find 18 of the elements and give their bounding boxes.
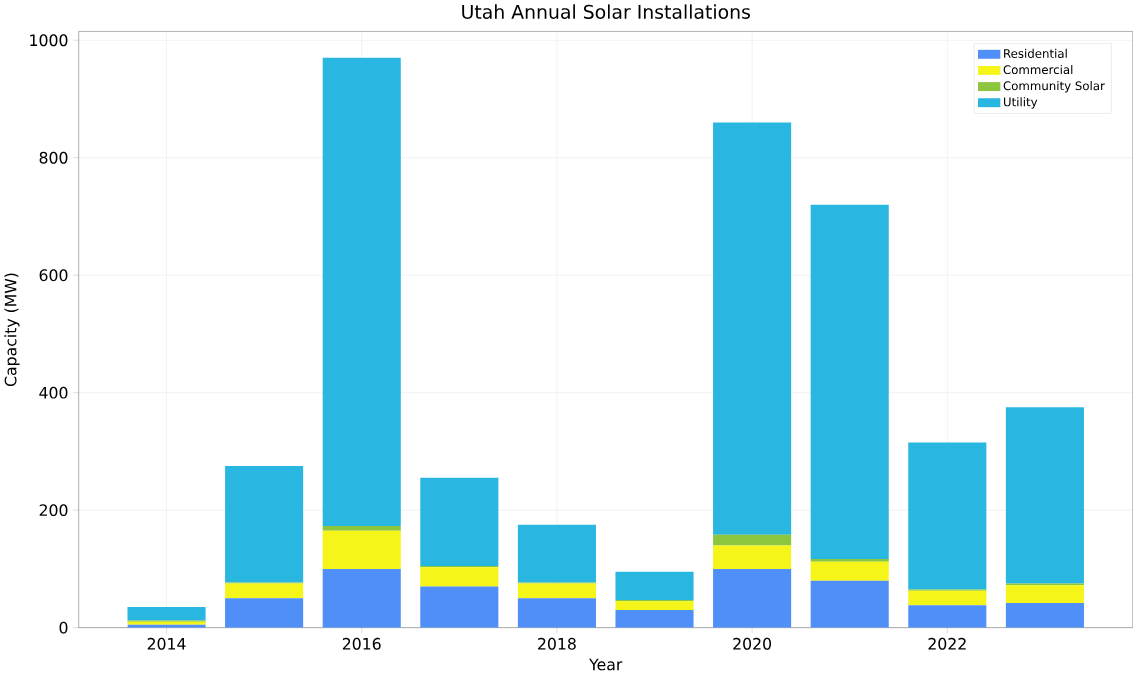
- y-tick-label: 1000: [30, 34, 68, 47]
- y-tick-label: 800: [39, 151, 68, 164]
- x-tick-label: 2014: [147, 637, 186, 650]
- x-tick-label: 2018: [538, 637, 576, 650]
- x-tick-label: 2020: [733, 637, 772, 650]
- y-tick-label: 400: [39, 386, 68, 399]
- legend-label: Residential: [1004, 48, 1067, 59]
- x-tick-label: 2022: [928, 637, 966, 650]
- y-tick-label: 0: [59, 621, 68, 634]
- x-tick-label: 2016: [342, 637, 381, 650]
- legend-label: Community Solar: [1003, 81, 1105, 93]
- legend-label: Utility: [1004, 97, 1038, 109]
- legend-label: Commercial: [1003, 65, 1073, 75]
- chart-title: Utah Annual Solar Installations: [462, 4, 750, 20]
- y-axis-title: Capacity (MW): [4, 273, 20, 387]
- y-tick-label: 600: [39, 269, 68, 282]
- y-tick-label: 200: [39, 504, 68, 517]
- x-axis-title: Year: [589, 658, 623, 671]
